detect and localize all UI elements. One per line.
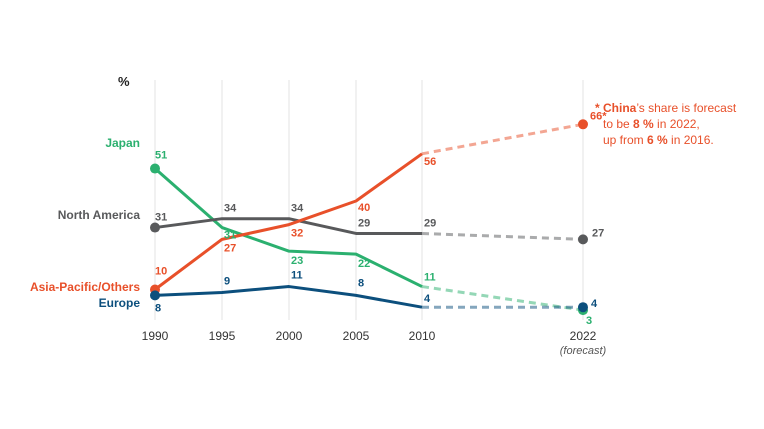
- x-tick-1995: 1995: [209, 329, 236, 343]
- series-lines: [154, 122, 584, 312]
- series-line-na: [154, 217, 422, 235]
- x-tick-2022: 2022: [570, 329, 597, 343]
- data-label-na-1990: 31: [155, 212, 167, 224]
- data-label-europe-1990: 8: [155, 302, 161, 314]
- series-line-asia: [154, 152, 423, 291]
- series-name-asia: Asia-Pacific/Others: [30, 280, 140, 294]
- forecast-line-asia: [421, 122, 584, 156]
- annotation-line-3: up from 6 % in 2016.: [603, 133, 714, 147]
- annotation-line-1: China’s share is forecast: [603, 101, 737, 115]
- point-asia-2022: [578, 119, 588, 130]
- point-na-2022: [578, 234, 588, 245]
- data-label-europe-2022: 4: [591, 298, 598, 310]
- data-label-europe-2000: 11: [291, 270, 303, 282]
- data-label-japan-1990: 51: [155, 150, 167, 162]
- data-label-na-2000: 34: [291, 203, 304, 215]
- china-annotation: * China’s share is forecast to be 8 % in 2…: [595, 101, 737, 147]
- data-label-europe-2010: 4: [424, 293, 431, 305]
- series-name-europe: Europe: [99, 296, 141, 310]
- series-line-japan: [154, 167, 423, 288]
- data-label-asia-2010: 56: [424, 156, 436, 168]
- data-label-na-2005: 29: [358, 217, 370, 229]
- y-axis-unit: %: [118, 74, 130, 89]
- data-label-na-2022: 27: [592, 227, 604, 239]
- annotation-star: *: [595, 101, 600, 115]
- data-label-asia-1995: 27: [224, 242, 236, 254]
- forecast-line-na: [421, 231, 584, 241]
- data-label-na-2010: 29: [424, 217, 436, 229]
- data-labels: 51 31 23 22 11 3 31 34 34 29 29 27 10 27 32 40 56 66* 8 9 11…: [155, 110, 607, 327]
- series-name-japan: Japan: [105, 136, 140, 150]
- point-na-1990: [150, 222, 160, 233]
- data-label-asia-2005: 40: [358, 202, 370, 214]
- forecast-note: (forecast): [560, 345, 607, 357]
- data-label-japan-1995: 31: [224, 230, 236, 242]
- data-label-japan-2005: 22: [358, 258, 370, 270]
- x-tick-2010: 2010: [409, 329, 436, 343]
- data-label-japan-2022: 3: [586, 315, 592, 327]
- point-europe-2022: [578, 302, 588, 313]
- point-europe-1990: [150, 290, 160, 301]
- point-japan-1990: [150, 163, 160, 174]
- series-names: Japan North America Asia-Pacific/Others Eur…: [30, 136, 140, 310]
- data-label-asia-2000: 32: [291, 228, 303, 240]
- data-label-asia-1990: 10: [155, 266, 167, 278]
- x-tick-1990: 1990: [142, 329, 169, 343]
- series-points: [150, 119, 588, 316]
- x-tick-2000: 2000: [276, 329, 303, 343]
- data-label-europe-1995: 9: [224, 275, 230, 287]
- data-label-japan-2010: 11: [424, 272, 436, 284]
- grid-lines: [154, 80, 584, 320]
- data-label-europe-2005: 8: [358, 277, 364, 289]
- data-label-asia-2022: 66*: [590, 110, 607, 122]
- data-label-japan-2000: 23: [291, 255, 303, 267]
- data-label-na-1995: 34: [224, 203, 237, 215]
- series-name-na: North America: [58, 208, 141, 222]
- x-tick-2005: 2005: [343, 329, 370, 343]
- annotation-line-2: to be 8 % in 2022,: [603, 117, 700, 131]
- x-axis-ticks: 1990 1995 2000 2005 2010 2022: [142, 329, 597, 343]
- series-line-europe: [154, 285, 423, 309]
